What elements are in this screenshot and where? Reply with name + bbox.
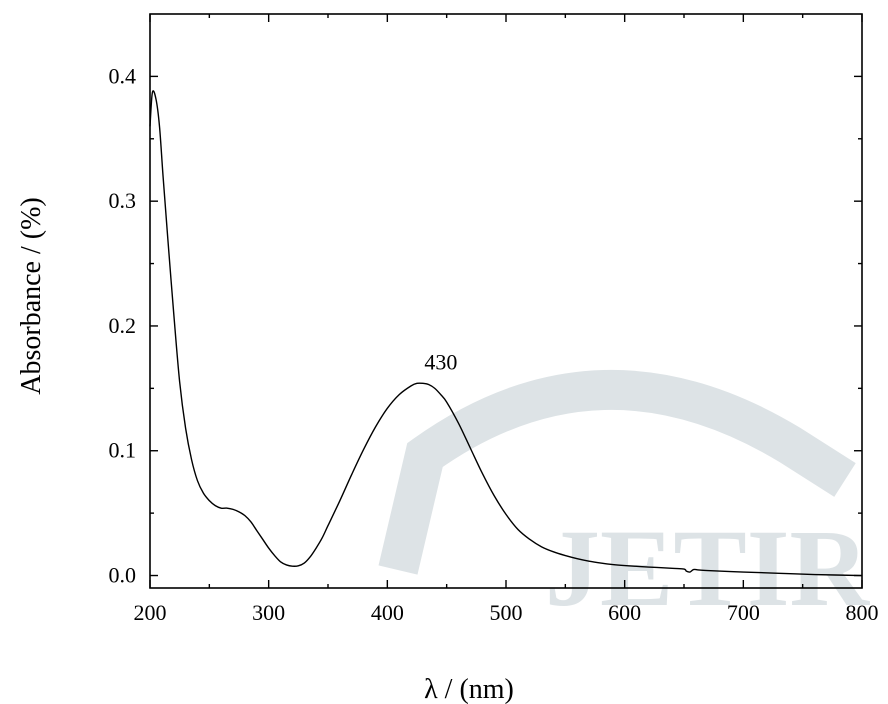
y-tick-label: 0.3 xyxy=(109,188,137,213)
peak-annotation: 430 xyxy=(424,349,457,374)
x-tick-label: 400 xyxy=(371,600,404,625)
y-tick-label: 0.1 xyxy=(109,438,137,463)
x-tick-label: 500 xyxy=(490,600,523,625)
y-tick-label: 0.0 xyxy=(109,563,137,588)
watermark-arch xyxy=(378,369,856,575)
watermark-text: JETIR xyxy=(545,507,871,629)
watermark: JETIR xyxy=(378,369,871,629)
series-line xyxy=(149,90,863,577)
y-tick-label: 0.4 xyxy=(109,63,137,88)
y-tick-label: 0.2 xyxy=(109,313,137,338)
axis-tick-labels: 200 300 400 500 600 700 800 0.0 0.1 0.2 0.3 0.4 xyxy=(109,63,879,625)
x-axis-title: λ / (nm) xyxy=(424,674,514,704)
y-axis-title: Absorbance / (%) xyxy=(16,197,47,394)
x-tick-label: 800 xyxy=(846,600,879,625)
x-tick-label: 600 xyxy=(608,600,641,625)
axis-ticks xyxy=(149,14,863,588)
plot-border xyxy=(149,13,863,589)
plot-frame xyxy=(149,13,863,589)
x-tick-label: 700 xyxy=(727,600,760,625)
x-tick-label: 300 xyxy=(252,600,285,625)
x-tick-label: 200 xyxy=(134,600,167,625)
